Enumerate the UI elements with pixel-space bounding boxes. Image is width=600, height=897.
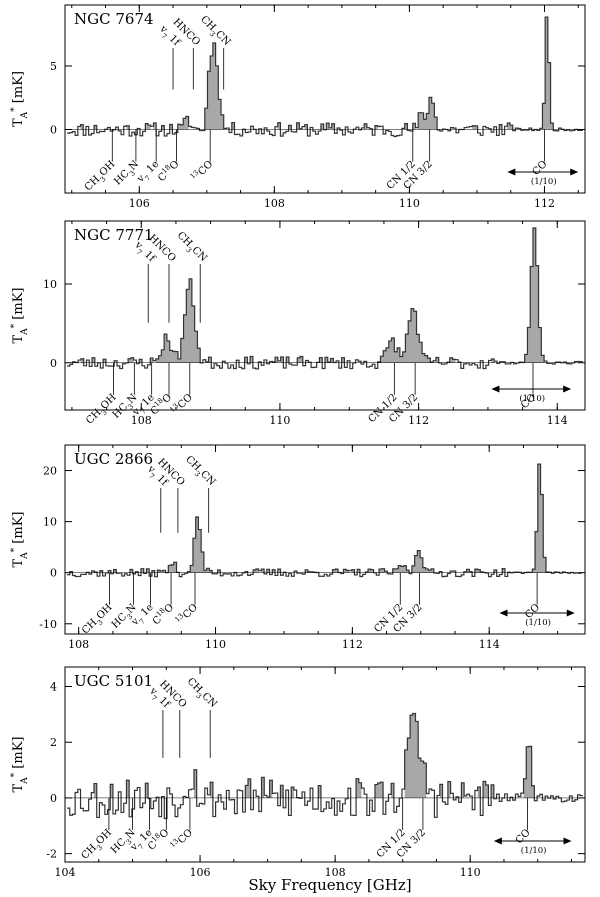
x-tick-label: 106 bbox=[190, 866, 211, 879]
line-label: CH3CN bbox=[173, 230, 209, 266]
x-tick-label: 110 bbox=[205, 638, 226, 651]
y-tick-label: -2 bbox=[46, 848, 57, 861]
x-tick-label: 114 bbox=[479, 638, 500, 651]
line-label: 13CO bbox=[173, 601, 200, 628]
line-label: C18O bbox=[149, 601, 176, 628]
x-tick-label: 108 bbox=[264, 197, 285, 210]
spectrum-emission-fill bbox=[80, 17, 554, 130]
y-tick-label: 0 bbox=[50, 792, 57, 805]
x-tick-label: 110 bbox=[460, 866, 481, 879]
co-scale-note: (1/10) bbox=[521, 845, 547, 856]
y-tick-label: -10 bbox=[39, 618, 57, 631]
arrow-head-left bbox=[507, 168, 516, 176]
x-tick-label: 110 bbox=[399, 197, 420, 210]
line-label: 13CO bbox=[168, 391, 195, 418]
line-label: HC3N bbox=[110, 602, 141, 633]
line-label: CO bbox=[531, 159, 550, 178]
co-scale-note: (1/10) bbox=[531, 176, 557, 187]
y-tick-label: 4 bbox=[50, 681, 57, 694]
panel-title: UGC 2866 bbox=[74, 450, 153, 468]
y-axis-label: TA* [mK] bbox=[10, 512, 30, 568]
panel-title: NGC 7674 bbox=[74, 10, 154, 28]
y-tick-label: 10 bbox=[43, 278, 57, 291]
line-label: 13CO bbox=[168, 826, 195, 853]
panel-title: UGC 5101 bbox=[74, 672, 153, 690]
line-label: 13CO bbox=[189, 157, 216, 184]
y-tick-label: 20 bbox=[43, 465, 57, 478]
x-tick-label: 112 bbox=[342, 638, 363, 651]
y-tick-label: 0 bbox=[50, 123, 57, 136]
x-tick-label: 110 bbox=[269, 414, 290, 427]
line-label: CH3CN bbox=[181, 454, 217, 490]
co-scale-note: (1/10) bbox=[519, 393, 545, 404]
y-axis-label: TA* [mK] bbox=[10, 71, 30, 127]
spectrum-trace bbox=[67, 712, 583, 820]
panel-frame bbox=[64, 4, 586, 194]
x-tick-label: 112 bbox=[408, 414, 429, 427]
co-scale-note: (1/10) bbox=[525, 617, 551, 628]
line-label: CO bbox=[514, 827, 533, 846]
line-label: HC3N bbox=[109, 827, 140, 858]
spectrum-trace bbox=[67, 463, 582, 578]
y-tick-label: 0 bbox=[50, 567, 57, 580]
panel-frame bbox=[64, 220, 586, 411]
line-label: C18O bbox=[155, 157, 182, 184]
line-label: CH3CN bbox=[183, 676, 219, 712]
arrow-head-right bbox=[566, 609, 575, 617]
panel-frame bbox=[64, 444, 586, 635]
y-tick-label: 2 bbox=[50, 736, 57, 749]
arrow-head-right bbox=[563, 837, 572, 845]
y-tick-label: 5 bbox=[50, 60, 57, 73]
spectrum-trace bbox=[67, 16, 583, 138]
x-tick-label: 108 bbox=[325, 866, 346, 879]
arrow-head-right bbox=[563, 385, 572, 393]
x-axis-label: Sky Frequency [GHz] bbox=[248, 876, 411, 894]
panel-title: NGC 7771 bbox=[74, 226, 154, 244]
panel-frame bbox=[64, 666, 586, 863]
arrow-head-left bbox=[499, 609, 508, 617]
x-tick-label: 108 bbox=[131, 414, 152, 427]
spectrum-emission-fill bbox=[80, 227, 545, 363]
line-label: C18O bbox=[145, 826, 172, 853]
y-axis-label: TA* [mK] bbox=[10, 288, 30, 344]
x-tick-label: 106 bbox=[129, 197, 150, 210]
x-tick-label: 108 bbox=[68, 638, 89, 651]
y-axis-label: TA* [mK] bbox=[10, 737, 30, 793]
arrow-head-left bbox=[491, 385, 500, 393]
arrow-head-right bbox=[570, 168, 579, 176]
y-tick-label: 0 bbox=[50, 357, 57, 370]
y-tick-label: 10 bbox=[43, 516, 57, 529]
spectrum-emission-fill bbox=[94, 713, 535, 798]
x-tick-label: 104 bbox=[55, 866, 76, 879]
x-tick-label: 112 bbox=[534, 197, 555, 210]
arrow-head-left bbox=[493, 837, 502, 845]
x-tick-label: 114 bbox=[547, 414, 568, 427]
